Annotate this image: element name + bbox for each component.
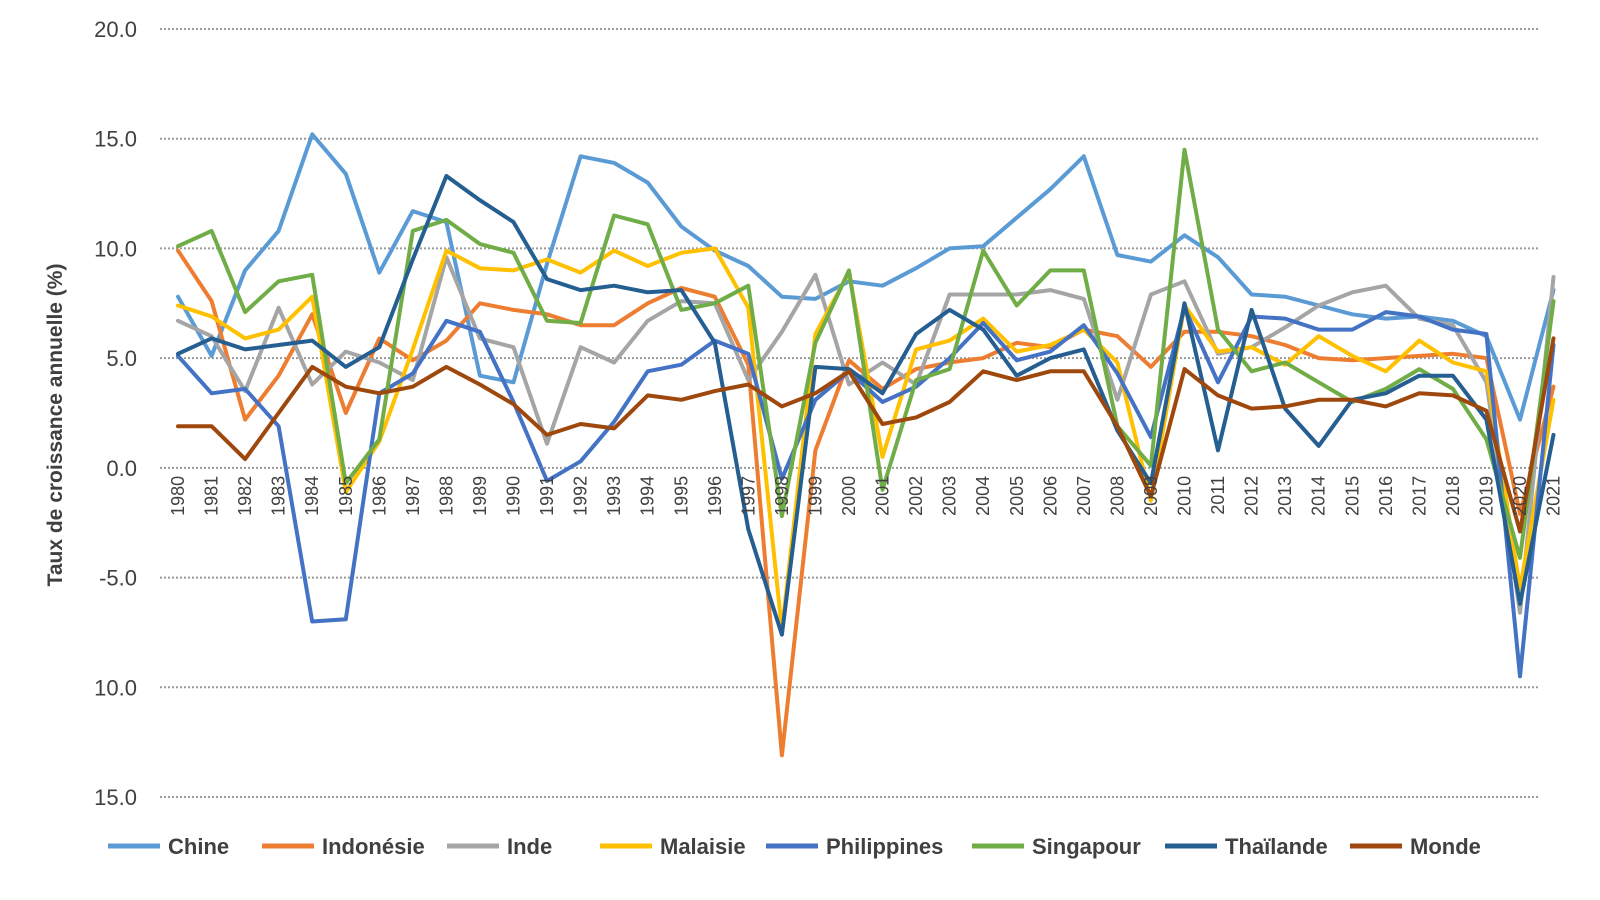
x-tick-label: 1993 — [604, 476, 624, 516]
x-tick-label: 2009 — [1141, 476, 1161, 516]
legend-label: Monde — [1410, 834, 1481, 859]
series-line-monde — [176, 336, 1556, 534]
y-axis-ticks: 20.0 15.0 10.0 5.0 0.0 -5.0 10.0 15.0 — [94, 17, 137, 810]
series-line-inde — [176, 255, 1556, 615]
x-tick-label: 1988 — [436, 476, 456, 516]
x-tick-label: 2020 — [1510, 476, 1530, 516]
gridlines — [160, 28, 1540, 798]
legend-item: Indonésie — [262, 834, 425, 859]
legend-label: Malaisie — [660, 834, 746, 859]
series-line-thaïlande — [176, 174, 1556, 637]
legend-label: Thaïlande — [1225, 834, 1328, 859]
x-tick-label: 1986 — [369, 476, 389, 516]
series-line-malaisie — [176, 246, 1556, 633]
x-tick-label: 2013 — [1275, 476, 1295, 516]
y-tick-label: 20.0 — [94, 17, 137, 42]
x-tick-label: 2015 — [1342, 476, 1362, 516]
x-tick-label: 1995 — [671, 476, 691, 516]
y-axis-label: Taux de croissance annuelle (%) — [44, 264, 67, 587]
x-tick-label: 1980 — [168, 476, 188, 516]
x-tick-label: 1987 — [403, 476, 423, 516]
x-tick-label: 1999 — [805, 476, 825, 516]
x-tick-label: 1981 — [202, 476, 222, 516]
x-tick-label: 2003 — [940, 476, 960, 516]
x-tick-label: 2005 — [1007, 476, 1027, 516]
legend-item: Philippines — [766, 834, 943, 859]
x-tick-label: 1994 — [638, 476, 658, 516]
x-tick-label: 2012 — [1242, 476, 1262, 516]
legend-label: Indonésie — [322, 834, 425, 859]
x-tick-label: 1996 — [705, 476, 725, 516]
x-tick-label: 2006 — [1040, 476, 1060, 516]
y-tick-label: 10.0 — [94, 675, 137, 700]
x-tick-label: 2001 — [873, 476, 893, 516]
x-tick-label: 1991 — [537, 476, 557, 516]
x-tick-label: 1985 — [336, 476, 356, 516]
x-tick-label: 2007 — [1074, 476, 1094, 516]
legend-item: Monde — [1350, 834, 1481, 859]
x-tick-label: 2004 — [973, 476, 993, 516]
x-tick-label: 2021 — [1544, 476, 1564, 516]
x-tick-label: 1997 — [738, 476, 758, 516]
x-tick-label: 1998 — [772, 476, 792, 516]
legend: Chine Indonésie Inde Malaisie Philippines Sin… — [108, 834, 1481, 859]
x-tick-label: 1989 — [470, 476, 490, 516]
y-tick-label: 5.0 — [106, 346, 137, 371]
legend-label: Philippines — [826, 834, 943, 859]
y-tick-label: -5.0 — [99, 566, 137, 591]
legend-item: Inde — [447, 834, 552, 859]
x-tick-label: 2017 — [1409, 476, 1429, 516]
y-tick-label: 15.0 — [94, 127, 137, 152]
x-tick-label: 1990 — [504, 476, 524, 516]
x-axis-ticks: 1980 1981 1982 1983 1984 1985 1986 1987 1988 1989… — [168, 476, 1564, 516]
legend-item: Singapour — [972, 834, 1141, 859]
legend-label: Inde — [507, 834, 552, 859]
x-tick-label: 2014 — [1309, 476, 1329, 516]
x-tick-label: 2018 — [1443, 476, 1463, 516]
x-tick-label: 2002 — [906, 476, 926, 516]
x-tick-label: 2008 — [1107, 476, 1127, 516]
x-tick-label: 1982 — [235, 476, 255, 516]
x-tick-label: 2000 — [839, 476, 859, 516]
legend-label: Singapour — [1032, 834, 1141, 859]
x-tick-label: 1983 — [269, 476, 289, 516]
legend-label: Chine — [168, 834, 229, 859]
x-tick-label: 2016 — [1376, 476, 1396, 516]
legend-item: Malaisie — [600, 834, 746, 859]
x-tick-label: 1984 — [302, 476, 322, 516]
y-tick-label: 0.0 — [106, 456, 137, 481]
x-tick-label: 2010 — [1175, 476, 1195, 516]
x-tick-label: 1992 — [571, 476, 591, 516]
legend-item: Thaïlande — [1165, 834, 1328, 859]
series-lines — [176, 132, 1556, 758]
y-tick-label: 10.0 — [94, 236, 137, 261]
series-line-chine — [176, 132, 1556, 422]
x-tick-label: 2011 — [1208, 476, 1228, 515]
y-tick-label: 15.0 — [94, 785, 137, 810]
legend-item: Chine — [108, 834, 229, 859]
x-tick-label: 2019 — [1476, 476, 1496, 516]
